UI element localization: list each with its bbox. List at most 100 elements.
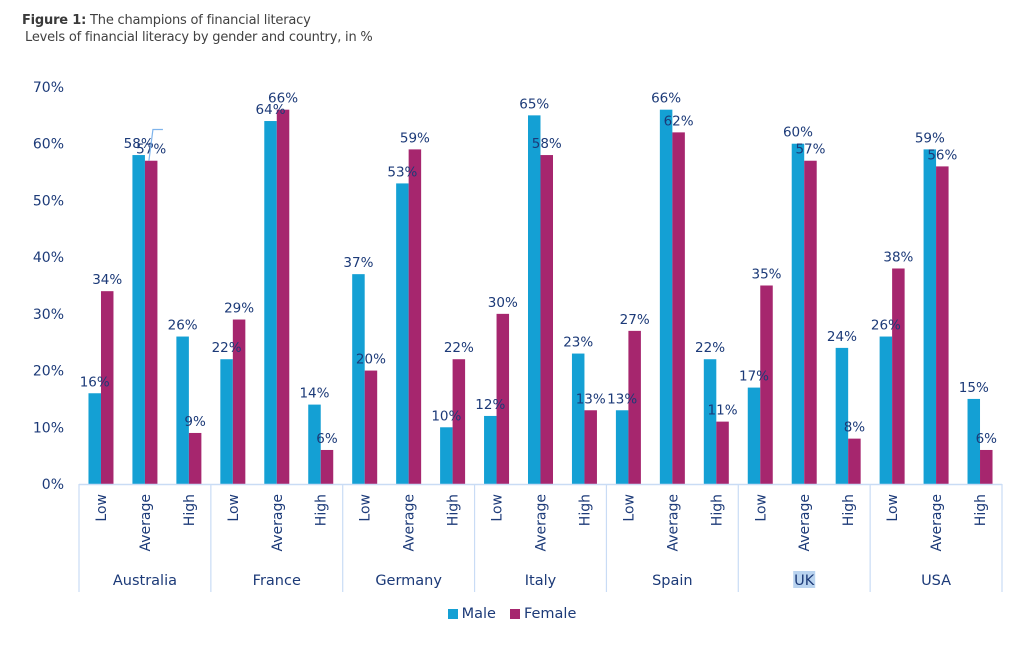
x-subcategory-label: High [841,494,857,526]
female-bar [980,449,993,484]
female-bar [804,160,817,484]
male-data-label: 22% [695,340,725,356]
x-subcategory-label: Average [138,494,154,552]
y-tick-label: 30% [33,307,64,323]
x-subcategory-label: Average [929,494,945,552]
x-subcategory-label: Low [358,494,374,522]
male-data-label: 26% [168,318,198,334]
male-data-label: 22% [212,340,242,356]
female-bar [936,166,949,484]
male-data-label: 12% [475,397,505,413]
female-data-label: 66% [268,91,298,107]
x-subcategory-label: Average [270,494,286,552]
male-bar [396,183,409,484]
female-bar [892,268,905,484]
male-bar [967,398,981,484]
male-bar [571,353,585,484]
female-data-label: 13% [576,391,606,407]
y-tick-label: 40% [33,250,64,266]
figure-title: Figure 1: The champions of financial lit… [22,13,311,28]
male-bar [264,121,277,485]
female-data-label: 27% [620,312,650,328]
female-bar [452,359,466,484]
male-bar [703,359,717,484]
male-data-label: 16% [80,374,110,390]
female-data-label: 9% [184,414,206,430]
female-data-label: 22% [444,340,474,356]
x-subcategory-label: Low [226,494,242,522]
female-bar [540,155,553,485]
female-bar [276,109,290,484]
legend: Male Female [0,606,1024,622]
female-data-label: 59% [400,130,430,146]
male-bar [88,393,101,484]
female-data-label: 6% [316,431,338,447]
bars [88,109,993,485]
female-bar [716,421,729,484]
female-bar [584,410,597,484]
male-data-label: 66% [651,91,681,107]
male-bar [308,404,321,484]
x-group-label: UK [794,573,815,589]
x-subcategory-label: High [577,494,593,526]
female-bar [320,449,334,484]
male-bar [747,387,761,484]
male-bar [659,109,673,484]
x-group-label: USA [921,573,951,589]
figure-title-text: The champions of financial literacy [86,13,311,28]
x-subcategory-label: High [314,494,330,526]
male-data-label: 65% [519,96,549,112]
x-subcategory-label: Average [402,494,418,552]
male-bar [440,427,453,484]
y-tick-label: 20% [33,364,64,380]
x-group-label: France [253,573,301,589]
female-bar [628,330,641,484]
male-data-label: 64% [256,102,286,118]
female-bar [100,291,114,484]
female-data-label: 8% [844,420,866,436]
legend-item-female: Female [509,606,576,622]
female-data-label: 29% [224,301,254,317]
x-group-label: Italy [525,573,557,589]
x-subcategory-label: High [709,494,725,526]
y-tick-label: 10% [33,420,64,436]
x-subcategory-label: Low [490,494,506,522]
female-data-label: 30% [488,295,518,311]
female-data-label: 35% [752,267,782,283]
male-data-label: 26% [871,318,901,334]
female-bar [364,370,378,484]
x-group-label: Spain [652,573,693,589]
y-tick-label: 70% [33,80,64,96]
male-data-label: 24% [827,329,857,345]
x-subcategory-label: Low [94,494,110,522]
male-bar [791,143,805,484]
x-subcategory-label: Low [753,494,769,522]
legend-item-male: Male [447,606,496,622]
female-bar [672,132,685,484]
male-data-label: 37% [343,255,373,271]
male-bar [484,415,497,484]
male-bar [835,347,849,484]
female-bar [496,313,510,484]
female-bar [760,285,773,484]
female-data-label: 62% [664,113,694,129]
y-tick-label: 60% [33,137,64,153]
male-bar [879,336,893,484]
male-data-label: 10% [431,408,461,424]
female-data-label: 57% [795,142,825,158]
female-data-label: 56% [927,147,957,163]
male-bar [528,115,541,484]
x-subcategory-label: High [182,494,198,526]
x-subcategory-label: High [446,494,462,526]
female-bar [188,432,202,484]
x-subcategory-label: Average [665,494,681,552]
callout-leader-line [148,128,163,161]
x-group-label: Australia [113,573,177,589]
female-data-label: 11% [708,403,738,419]
female-data-label: 58% [532,136,562,152]
female-swatch-icon [509,609,520,619]
female-data-label: 38% [883,249,913,265]
group-label-highlight [793,571,816,588]
male-data-label: 58% [124,136,154,152]
